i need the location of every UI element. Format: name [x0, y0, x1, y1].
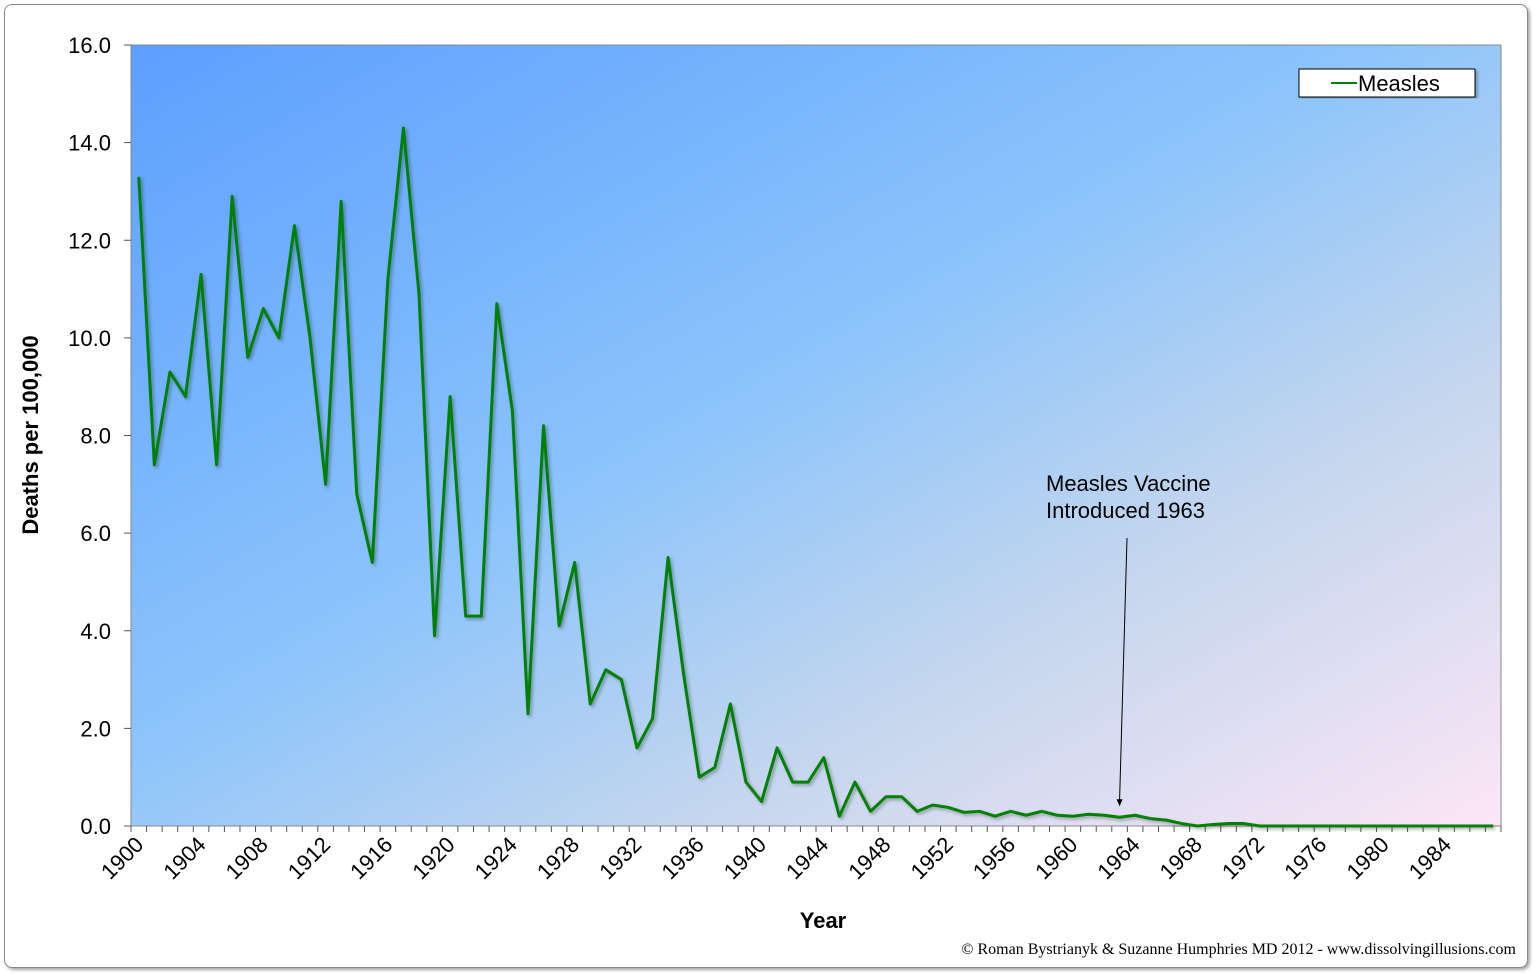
x-tick-label: 1932	[594, 832, 646, 884]
y-tick-label: 8.0	[80, 424, 111, 449]
x-tick-label: 1968	[1155, 832, 1207, 884]
x-tick-label: 1936	[656, 832, 708, 884]
x-tick-label: 1972	[1217, 832, 1269, 884]
x-tick-label: 1904	[158, 832, 210, 884]
y-tick-label: 2.0	[80, 716, 111, 741]
y-tick-label: 10.0	[68, 326, 111, 351]
x-tick-label: 1900	[96, 832, 148, 884]
x-tick-label: 1956	[968, 832, 1020, 884]
vaccine-annotation: Measles Vaccine Introduced 1963	[1046, 471, 1211, 807]
x-tick-label: 1940	[719, 832, 771, 884]
y-tick-label: 14.0	[68, 131, 111, 156]
y-tick-label: 6.0	[80, 521, 111, 546]
y-axis: 0.0 2.0 4.0 6.0 8.0 10.0 12.0 14.0 16.0	[68, 33, 131, 839]
x-tick-label: 1976	[1279, 832, 1331, 884]
annotation-arrowhead	[1116, 799, 1123, 807]
x-tick-label: 1964	[1092, 832, 1144, 884]
x-tick-label: 1912	[283, 832, 335, 884]
x-axis-title: Year	[800, 908, 847, 933]
x-tick-label: 1980	[1341, 832, 1393, 884]
x-tick-label: 1944	[781, 832, 833, 884]
annotation-line1: Measles Vaccine	[1046, 471, 1211, 496]
x-axis: 1900 1904 1908 1912 1916 1920 1924 1928 1932 1936…	[96, 826, 1502, 884]
credit-text: © Roman Bystrianyk & Suzanne Humphries M…	[961, 941, 1516, 958]
x-tick-label: 1948	[843, 832, 895, 884]
y-tick-label: 0.0	[80, 814, 111, 839]
plot-area	[130, 44, 1502, 827]
annotation-arrow	[1119, 537, 1128, 801]
y-tick-label: 16.0	[68, 33, 111, 58]
y-tick-label: 12.0	[68, 228, 111, 253]
x-tick-label: 1916	[345, 832, 397, 884]
x-tick-label: 1908	[221, 832, 273, 884]
y-tick-label: 4.0	[80, 619, 111, 644]
annotation-line2: Introduced 1963	[1046, 498, 1205, 523]
x-tick-label: 1928	[532, 832, 584, 884]
y-axis-title: Deaths per 100,000	[18, 335, 43, 534]
x-tick-label: 1952	[906, 832, 958, 884]
series-line-measles	[137, 126, 1494, 828]
x-tick-label: 1960	[1030, 832, 1082, 884]
x-tick-label: 1984	[1404, 832, 1456, 884]
legend-label: Measles	[1358, 71, 1440, 96]
x-tick-label: 1924	[470, 832, 522, 884]
legend: Measles	[1298, 68, 1476, 98]
x-tick-label: 1920	[407, 832, 459, 884]
